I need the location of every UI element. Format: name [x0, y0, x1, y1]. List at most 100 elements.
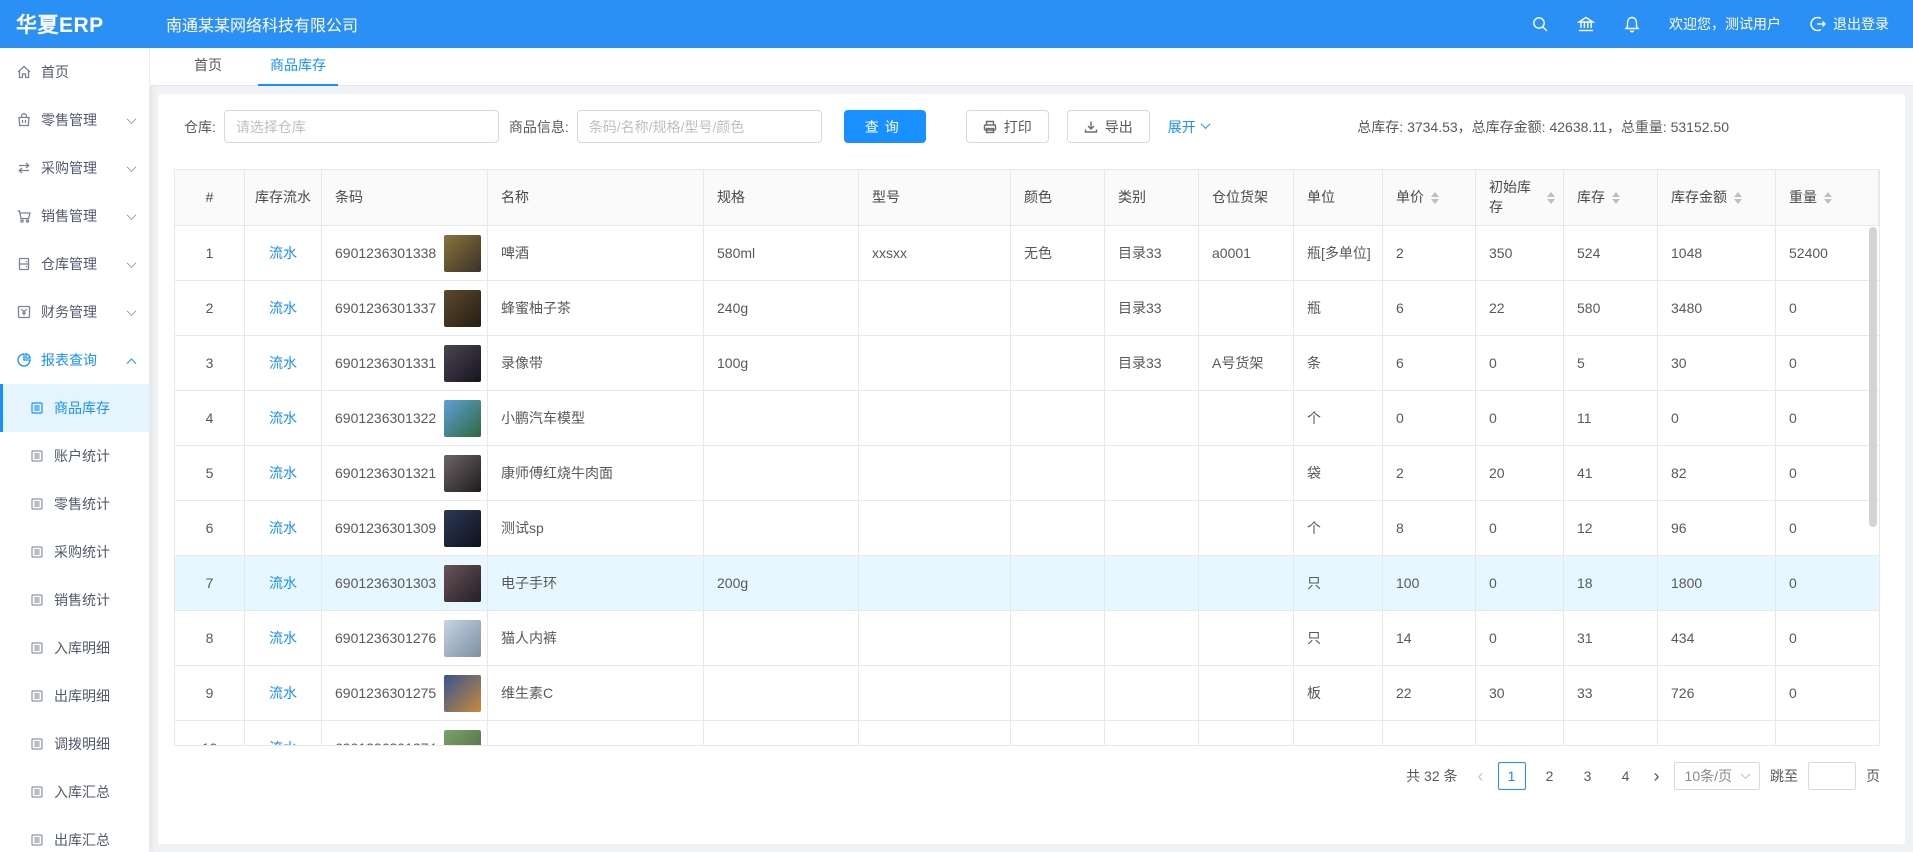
prev-page-button[interactable]: ‹ [1477, 766, 1484, 787]
column-header[interactable]: 类别 [1105, 170, 1199, 226]
search-button[interactable]: 查询 [843, 110, 926, 143]
cell-init-stock: 0 [1476, 611, 1564, 666]
page-tab[interactable]: 首页 [190, 46, 226, 85]
sidebar-item-home[interactable]: 首页 [0, 48, 149, 96]
sidebar-submenu-item[interactable]: 入库汇总 [0, 768, 149, 816]
column-header[interactable]: 初始库存 [1476, 170, 1564, 226]
document-list-icon [30, 545, 44, 559]
sort-icon[interactable] [1547, 191, 1555, 204]
sidebar-item-purchase[interactable]: 采购管理 [0, 144, 149, 192]
sidebar-item-warehouse[interactable]: 仓库管理 [0, 240, 149, 288]
product-thumbnail[interactable] [444, 729, 482, 746]
column-header[interactable]: 名称 [488, 170, 704, 226]
cell-category [1105, 721, 1199, 746]
cell-name: 录像带 [488, 336, 704, 391]
page-size-select[interactable]: 10条/页 [1673, 762, 1760, 791]
product-thumbnail[interactable] [444, 289, 482, 327]
cell-spec [704, 611, 859, 666]
product-thumbnail[interactable] [444, 454, 482, 492]
column-header[interactable]: # [175, 170, 245, 226]
sort-icon[interactable] [1612, 191, 1620, 204]
flow-link[interactable]: 流水 [269, 465, 297, 482]
page-number[interactable]: 4 [1621, 768, 1630, 785]
sidebar-submenu-item[interactable]: 商品库存 [0, 384, 149, 432]
table-row: 8 流水 6901236301276 猫人内裤 [175, 611, 1879, 667]
column-header[interactable]: 型号 [859, 170, 1011, 226]
sidebar-submenu-item[interactable]: 采购统计 [0, 528, 149, 576]
search-icon[interactable] [1531, 15, 1549, 33]
sidebar-item-retail[interactable]: 零售管理 [0, 96, 149, 144]
column-label: 类别 [1118, 188, 1146, 205]
bell-icon[interactable] [1623, 15, 1641, 33]
sidebar-item-label: 财务管理 [41, 304, 97, 320]
page-numbers: 1 2 3 4 [1497, 762, 1640, 791]
column-header[interactable]: 规格 [704, 170, 859, 226]
column-header[interactable]: 单位 [1294, 170, 1383, 226]
logout-button[interactable]: 退出登录 [1809, 14, 1889, 34]
download-icon [1084, 121, 1097, 133]
product-thumbnail[interactable] [444, 674, 482, 712]
product-thumbnail[interactable] [444, 564, 482, 602]
sort-icon[interactable] [1734, 191, 1742, 204]
sort-icon[interactable] [1431, 191, 1439, 204]
sidebar-submenu-item[interactable]: 销售统计 [0, 576, 149, 624]
page-number[interactable]: 3 [1583, 768, 1592, 785]
cell-index: 5 [175, 446, 245, 501]
table-scrollbar[interactable] [1869, 227, 1877, 742]
product-thumbnail[interactable] [444, 399, 482, 437]
cell-index: 3 [175, 336, 245, 391]
flow-link[interactable]: 流水 [269, 245, 297, 262]
column-header[interactable]: 重量 [1776, 170, 1879, 226]
flow-link[interactable]: 流水 [269, 410, 297, 427]
column-header[interactable]: 单价 [1383, 170, 1476, 226]
cell-init-stock: 22 [1476, 281, 1564, 336]
sidebar-submenu-item[interactable]: 调拨明细 [0, 720, 149, 768]
product-info-input[interactable] [576, 110, 822, 143]
flow-link[interactable]: 流水 [269, 738, 297, 745]
flow-link[interactable]: 流水 [269, 520, 297, 537]
sidebar-submenu-item[interactable]: 出库明细 [0, 672, 149, 720]
sidebar-submenu-item[interactable]: 账户统计 [0, 432, 149, 480]
column-header[interactable]: 仓位货架 [1199, 170, 1294, 226]
cell-barcode: 6901236301338 [322, 226, 488, 281]
sidebar-submenu-item[interactable]: 出库汇总 [0, 816, 149, 852]
column-label: 库存 [1577, 188, 1605, 205]
page-number[interactable]: 1 [1497, 762, 1526, 791]
bank-icon[interactable] [1577, 15, 1595, 33]
flow-link[interactable]: 流水 [269, 630, 297, 647]
sidebar-item-finance[interactable]: 财务管理 [0, 288, 149, 336]
sidebar-item-sales[interactable]: 销售管理 [0, 192, 149, 240]
logout-label: 退出登录 [1833, 16, 1889, 32]
sidebar-submenu-item[interactable]: 零售统计 [0, 480, 149, 528]
flow-link[interactable]: 流水 [269, 300, 297, 317]
product-thumbnail[interactable] [444, 509, 482, 547]
page-number[interactable]: 2 [1545, 768, 1554, 785]
product-thumbnail[interactable] [444, 619, 482, 657]
sidebar-submenu-item[interactable]: 入库明细 [0, 624, 149, 672]
flow-link[interactable]: 流水 [269, 575, 297, 592]
next-page-button[interactable]: › [1653, 766, 1660, 787]
sort-icon[interactable] [1824, 191, 1832, 204]
cell-price [1383, 721, 1476, 746]
cell-amount: 30 [1658, 336, 1776, 391]
export-button[interactable]: 导出 [1066, 110, 1150, 143]
sidebar-item-reports[interactable]: 报表查询 [0, 336, 149, 384]
flow-link[interactable]: 流水 [269, 685, 297, 702]
expand-toggle[interactable]: 展开 [1168, 117, 1211, 137]
column-header[interactable]: 颜色 [1011, 170, 1105, 226]
page-tab[interactable]: 商品库存 [258, 46, 338, 86]
cell-name: 蜂蜜柚子茶 [488, 281, 704, 336]
print-button[interactable]: 打印 [965, 110, 1049, 143]
jump-page-input[interactable] [1808, 762, 1856, 791]
product-thumbnail[interactable] [444, 344, 482, 382]
column-header[interactable]: 条码 [322, 170, 488, 226]
cell-name: 维生素C [488, 666, 704, 721]
scrollbar-thumb[interactable] [1869, 227, 1877, 527]
warehouse-select[interactable] [223, 110, 499, 143]
column-header[interactable]: 库存流水 [245, 170, 322, 226]
flow-link[interactable]: 流水 [269, 355, 297, 372]
column-header[interactable]: 库存金额 [1658, 170, 1776, 226]
sidebar-submenu-label: 商品库存 [54, 400, 110, 416]
column-header[interactable]: 库存 [1564, 170, 1658, 226]
product-thumbnail[interactable] [444, 234, 482, 272]
